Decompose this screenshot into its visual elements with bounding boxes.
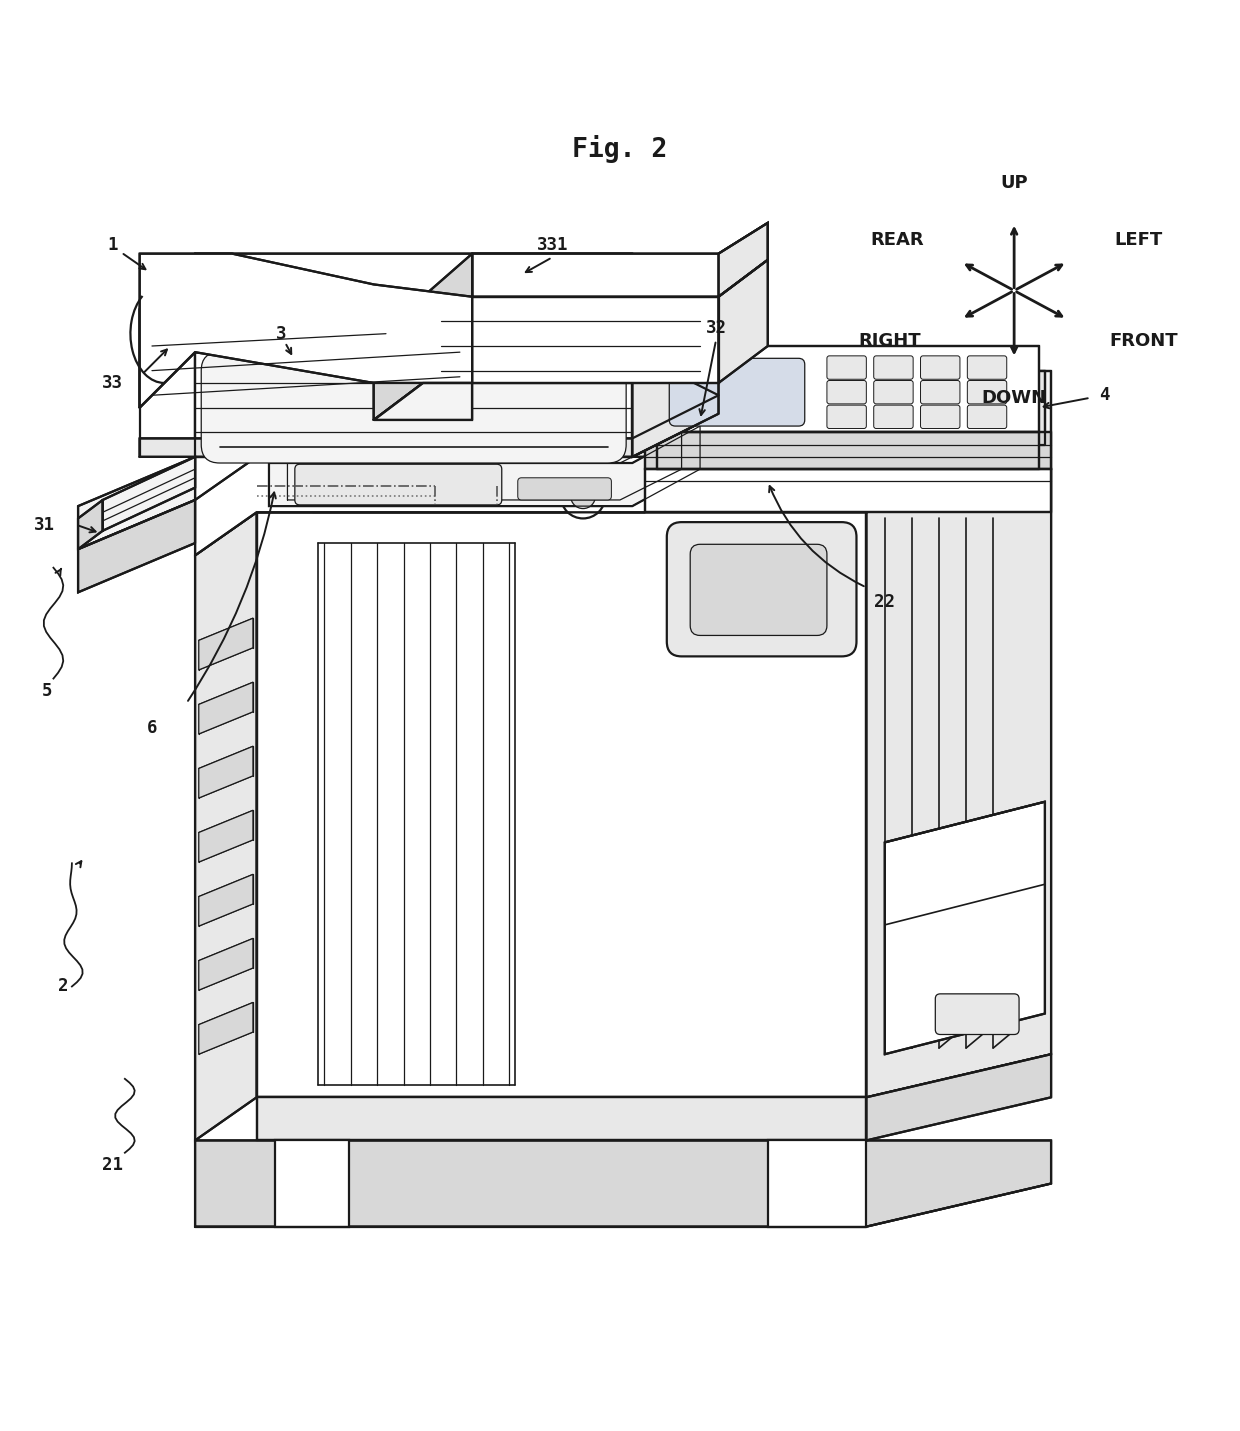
FancyBboxPatch shape bbox=[518, 478, 611, 499]
Polygon shape bbox=[140, 395, 718, 456]
Text: 22: 22 bbox=[874, 594, 895, 611]
FancyBboxPatch shape bbox=[967, 405, 1007, 428]
FancyBboxPatch shape bbox=[967, 356, 1007, 379]
Polygon shape bbox=[718, 223, 768, 296]
Polygon shape bbox=[198, 810, 253, 861]
Polygon shape bbox=[78, 499, 195, 592]
Polygon shape bbox=[657, 432, 1039, 469]
Polygon shape bbox=[257, 1098, 867, 1141]
Polygon shape bbox=[198, 618, 253, 670]
Polygon shape bbox=[423, 296, 718, 384]
Polygon shape bbox=[195, 414, 718, 555]
Polygon shape bbox=[657, 346, 1039, 432]
Polygon shape bbox=[195, 253, 718, 395]
Polygon shape bbox=[867, 1055, 1052, 1141]
Circle shape bbox=[560, 474, 605, 518]
Polygon shape bbox=[198, 874, 253, 926]
Polygon shape bbox=[269, 426, 701, 507]
FancyBboxPatch shape bbox=[827, 356, 867, 379]
Polygon shape bbox=[645, 432, 1052, 469]
FancyBboxPatch shape bbox=[874, 356, 913, 379]
Text: DOWN: DOWN bbox=[982, 389, 1047, 406]
Text: 33: 33 bbox=[102, 373, 123, 392]
Text: 1: 1 bbox=[108, 236, 118, 255]
Polygon shape bbox=[645, 469, 1052, 512]
Text: 2: 2 bbox=[58, 977, 68, 996]
Polygon shape bbox=[275, 1141, 348, 1226]
Polygon shape bbox=[373, 384, 472, 419]
FancyBboxPatch shape bbox=[920, 405, 960, 428]
Text: LEFT: LEFT bbox=[1115, 230, 1163, 249]
Polygon shape bbox=[198, 747, 253, 798]
Polygon shape bbox=[632, 296, 718, 456]
Text: 4: 4 bbox=[1099, 386, 1110, 405]
Polygon shape bbox=[198, 683, 253, 734]
Polygon shape bbox=[198, 1003, 253, 1055]
Text: 3: 3 bbox=[277, 325, 286, 342]
Polygon shape bbox=[198, 939, 253, 990]
Polygon shape bbox=[257, 309, 645, 414]
Text: REAR: REAR bbox=[870, 230, 924, 249]
Text: 31: 31 bbox=[35, 515, 56, 534]
FancyBboxPatch shape bbox=[827, 405, 867, 428]
Polygon shape bbox=[325, 371, 1052, 469]
FancyBboxPatch shape bbox=[691, 544, 827, 635]
FancyBboxPatch shape bbox=[874, 381, 913, 404]
Polygon shape bbox=[867, 469, 1052, 1098]
FancyBboxPatch shape bbox=[920, 356, 960, 379]
FancyBboxPatch shape bbox=[667, 522, 857, 657]
Text: 5: 5 bbox=[42, 681, 52, 700]
Polygon shape bbox=[257, 371, 325, 512]
Polygon shape bbox=[195, 1141, 1052, 1226]
FancyBboxPatch shape bbox=[935, 995, 1019, 1035]
FancyBboxPatch shape bbox=[827, 381, 867, 404]
Text: RIGHT: RIGHT bbox=[858, 332, 921, 351]
FancyBboxPatch shape bbox=[201, 352, 626, 464]
Polygon shape bbox=[195, 309, 257, 456]
Polygon shape bbox=[373, 296, 423, 419]
FancyBboxPatch shape bbox=[295, 464, 502, 505]
Polygon shape bbox=[645, 371, 1045, 445]
Polygon shape bbox=[195, 512, 257, 1141]
Polygon shape bbox=[885, 801, 1045, 1055]
Text: UP: UP bbox=[1001, 175, 1028, 192]
Polygon shape bbox=[423, 253, 472, 339]
FancyBboxPatch shape bbox=[670, 358, 805, 426]
Polygon shape bbox=[195, 352, 632, 456]
Text: Fig. 2: Fig. 2 bbox=[573, 135, 667, 163]
Polygon shape bbox=[257, 512, 867, 1098]
Text: 21: 21 bbox=[102, 1156, 123, 1173]
Text: 331: 331 bbox=[537, 236, 568, 255]
Polygon shape bbox=[718, 260, 768, 384]
FancyBboxPatch shape bbox=[967, 381, 1007, 404]
FancyBboxPatch shape bbox=[874, 405, 913, 428]
Polygon shape bbox=[140, 253, 472, 408]
Polygon shape bbox=[768, 1141, 867, 1226]
Polygon shape bbox=[257, 469, 1052, 512]
FancyBboxPatch shape bbox=[920, 381, 960, 404]
Polygon shape bbox=[78, 499, 103, 550]
Polygon shape bbox=[472, 223, 768, 296]
Polygon shape bbox=[103, 456, 195, 531]
Text: 32: 32 bbox=[706, 319, 727, 336]
Polygon shape bbox=[78, 456, 195, 550]
Text: FRONT: FRONT bbox=[1109, 332, 1178, 351]
Polygon shape bbox=[140, 253, 195, 408]
Text: 6: 6 bbox=[146, 718, 157, 737]
Circle shape bbox=[570, 484, 595, 508]
